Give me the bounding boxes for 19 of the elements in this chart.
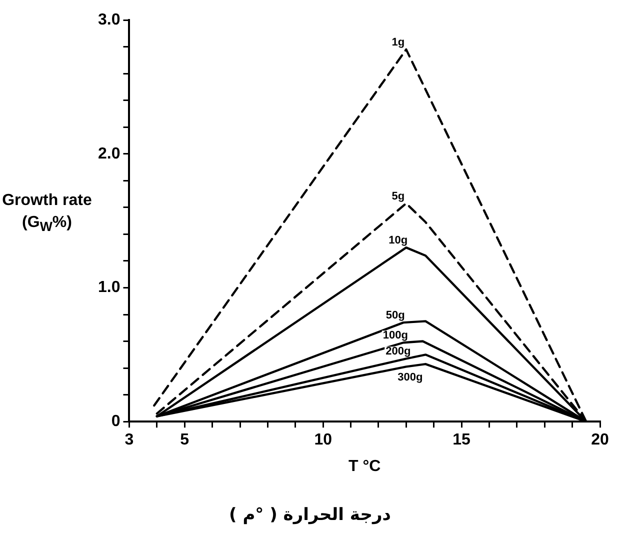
series-label: 5g xyxy=(392,190,405,202)
series-label: 300g xyxy=(398,372,423,384)
y-tick-label: 1.0 xyxy=(98,279,120,296)
x-axis-title: T °C xyxy=(348,458,382,475)
text: درجة الحرارة ( °م ) xyxy=(228,505,392,525)
series-label: 10g xyxy=(388,234,408,247)
series-label: 100g xyxy=(382,330,408,342)
x-tick-label: 20 xyxy=(591,432,609,449)
series-label: 1g xyxy=(392,36,405,48)
x-tick-label: 5 xyxy=(180,432,190,449)
series-label: 200g xyxy=(386,346,411,358)
series-label: 50g xyxy=(386,310,405,322)
x-tick-label: 10 xyxy=(314,432,332,449)
y-tick-label: 0 xyxy=(111,413,120,430)
x-tick-label: 15 xyxy=(452,432,471,449)
y-tick-label: 3.0 xyxy=(98,11,120,28)
x-tick-label: 3 xyxy=(124,432,134,449)
y-axis-title: Growth rate (G$_{W}$%) xyxy=(2,191,92,236)
y-tick-label: 2.0 xyxy=(98,145,120,162)
